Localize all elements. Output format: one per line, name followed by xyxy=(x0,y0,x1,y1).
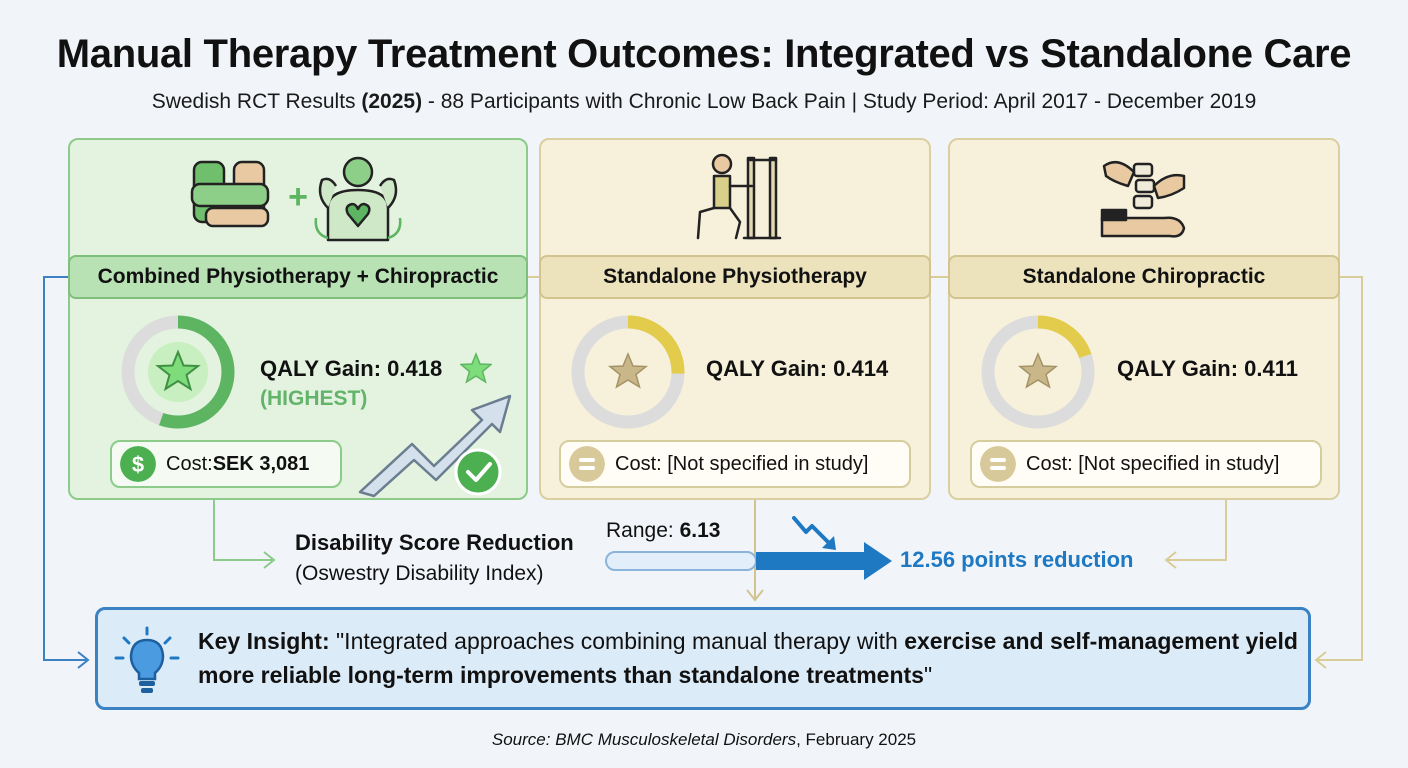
disability-subtitle: (Oswestry Disability Index) xyxy=(295,562,544,585)
cost-text-physio: Cost: [Not specified in study] xyxy=(615,452,869,475)
cost-label-combined: Cost: xyxy=(166,452,213,475)
qaly-gauge-combined xyxy=(121,315,235,429)
cost-text-chiro: Cost: [Not specified in study] xyxy=(1026,452,1280,475)
card-physio xyxy=(539,138,931,500)
star-icon xyxy=(1017,352,1059,389)
equals-icon xyxy=(569,446,605,482)
star-icon xyxy=(607,352,649,389)
connector-combined-head xyxy=(263,551,276,569)
connector-right-head xyxy=(1314,651,1327,669)
disability-title: Disability Score Reduction xyxy=(295,530,574,555)
qaly-gauge-physio xyxy=(571,315,685,429)
combined-therapy-icon: + xyxy=(190,156,402,242)
source-prefix: Source: xyxy=(491,730,556,749)
source-date: , February 2025 xyxy=(796,730,917,749)
reduction-value: 12.56 points reduction xyxy=(900,547,1134,572)
header-combined: Combined Physiotherapy + Chiropractic xyxy=(68,255,528,299)
range-label: Range: xyxy=(606,519,680,542)
lightbulb-icon xyxy=(114,626,180,693)
connector-left-head xyxy=(77,651,90,669)
trend-arrow-icon xyxy=(358,394,512,498)
connector-physio-head xyxy=(746,589,764,602)
range-bar xyxy=(605,551,757,571)
qaly-combined: QALY Gain: 0.418 xyxy=(260,356,443,381)
subtitle-year: (2025) xyxy=(361,90,423,113)
trend-down-icon xyxy=(792,516,834,548)
cost-box-combined: $ Cost: SEK 3,081 xyxy=(110,440,342,488)
cost-box-physio: Cost: [Not specified in study] xyxy=(559,440,911,488)
hands-icon xyxy=(190,160,270,228)
check-circle-icon xyxy=(454,448,502,496)
gauge-arc xyxy=(121,315,235,429)
highest-label: (HIGHEST) xyxy=(260,387,368,410)
range-value: 6.13 xyxy=(679,519,721,542)
strong-body-icon xyxy=(314,156,402,242)
page-subtitle: Swedish RCT Results (2025) - 88 Particip… xyxy=(0,90,1408,114)
insight-quote-end: " xyxy=(923,662,933,688)
connector-chiro-down xyxy=(1168,500,1227,561)
cost-box-chiro: Cost: [Not specified in study] xyxy=(970,440,1322,488)
connector-combined-down xyxy=(213,500,272,561)
subtitle-pre: Swedish RCT Results xyxy=(151,90,362,113)
cost-value-combined: SEK 3,081 xyxy=(212,452,310,475)
star-icon xyxy=(155,349,201,392)
card-combined xyxy=(68,138,528,500)
chiropractic-icon xyxy=(1100,160,1186,238)
subtitle-post: - 88 Participants with Chronic Low Back … xyxy=(422,90,1257,113)
svg-text:$: $ xyxy=(132,452,144,477)
insight-label: Key Insight: xyxy=(198,628,330,654)
highest-star-icon xyxy=(460,352,492,384)
key-insight-text: Key Insight: "Integrated approaches comb… xyxy=(198,624,1298,692)
range-text: Range: 6.13 xyxy=(606,519,720,543)
physiotherapy-icon xyxy=(696,153,782,240)
connector-left xyxy=(43,276,86,661)
source-citation: Source: BMC Musculoskeletal Disorders, F… xyxy=(0,730,1408,750)
page-title: Manual Therapy Treatment Outcomes: Integ… xyxy=(56,32,1352,76)
header-chiro: Standalone Chiropractic xyxy=(948,255,1340,299)
connector-right xyxy=(1318,276,1363,661)
dollar-icon: $ xyxy=(120,446,156,482)
equals-icon xyxy=(980,446,1016,482)
key-insight-box xyxy=(95,607,1311,710)
reduction-bar xyxy=(756,542,892,580)
qaly-physio: QALY Gain: 0.414 xyxy=(706,356,889,381)
qaly-chiro: QALY Gain: 0.411 xyxy=(1117,356,1298,381)
insight-bold: exercise and self-management yield more … xyxy=(198,628,1298,688)
reduction-arrow xyxy=(605,516,892,580)
gauge-arc xyxy=(981,315,1095,429)
plus-sign: + xyxy=(288,178,308,216)
connector-chiro-head xyxy=(1164,551,1177,569)
source-journal: BMC Musculoskeletal Disorders xyxy=(555,730,797,749)
insight-quote-start: "Integrated approaches combining manual … xyxy=(329,628,905,654)
header-physio: Standalone Physiotherapy xyxy=(539,255,931,299)
qaly-gauge-chiro xyxy=(981,315,1095,429)
gauge-arc xyxy=(571,315,685,429)
